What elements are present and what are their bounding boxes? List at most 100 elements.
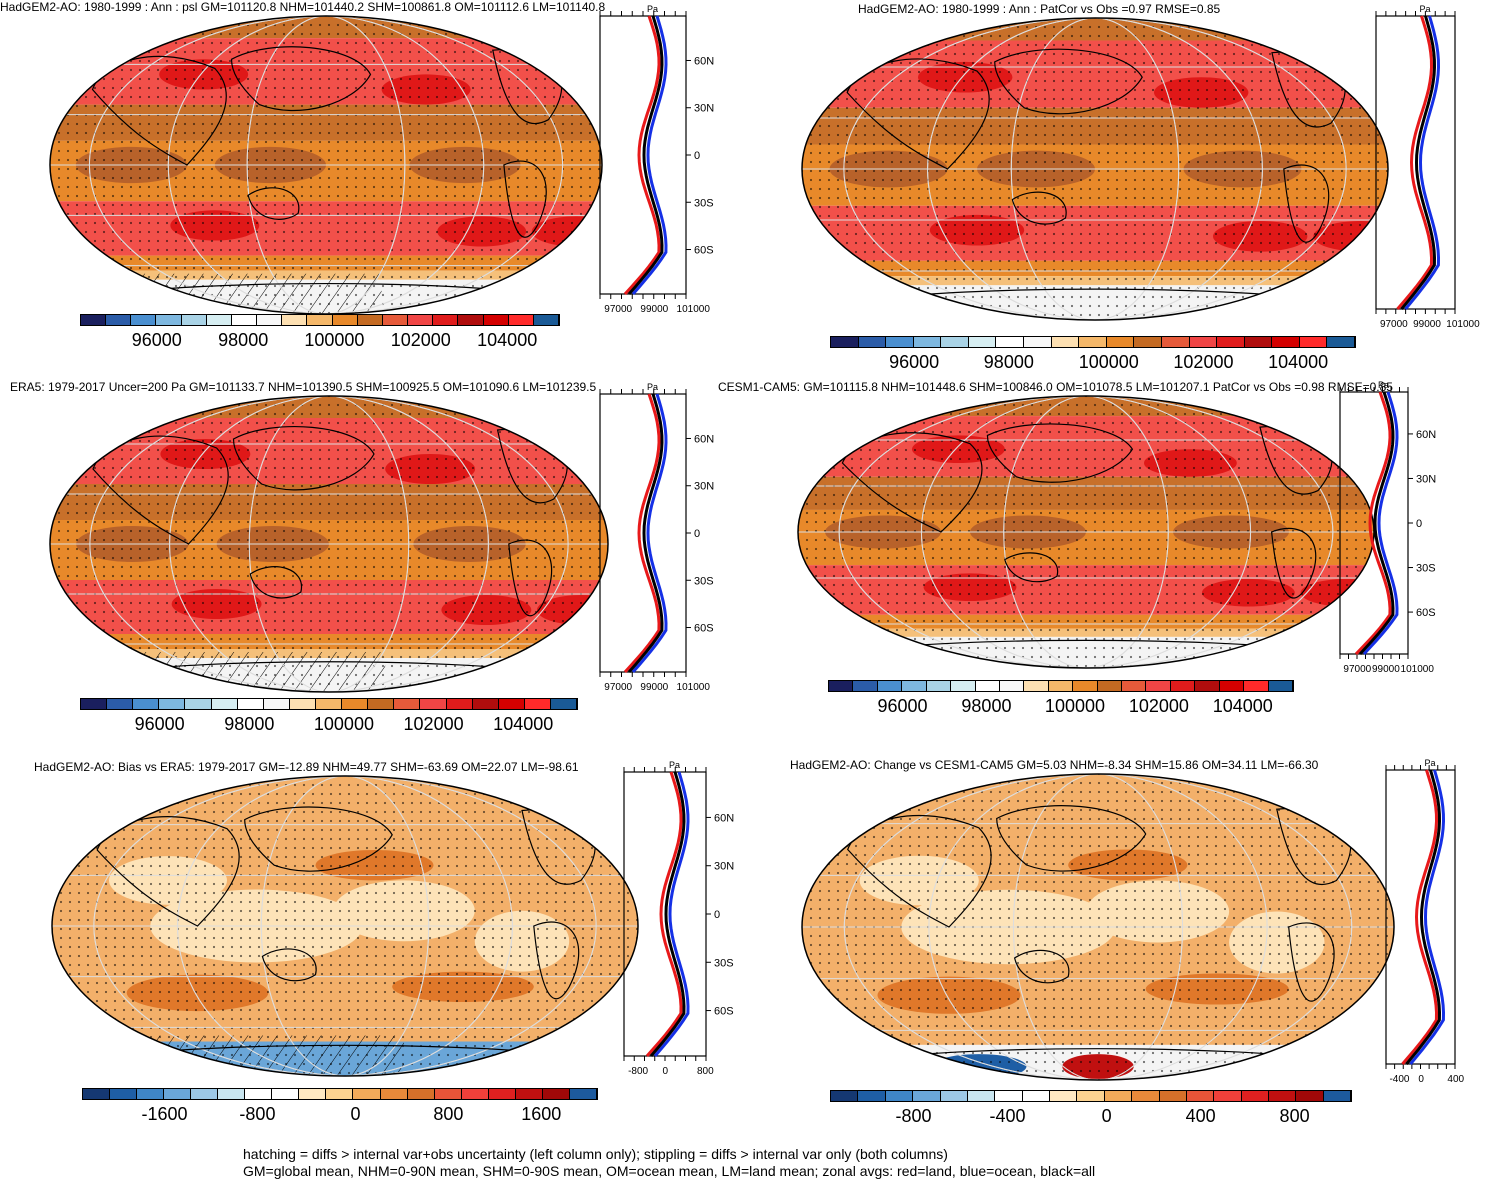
colorbar-tick-label: 98000 (224, 714, 275, 734)
zonal-line-ocean (653, 771, 690, 1057)
zonal-line-land (1401, 769, 1439, 1065)
colorbar-tick-label: 98000 (961, 696, 1012, 716)
colorbar-tick-label: -400 (989, 1106, 1026, 1126)
zonal-line-ocean (1362, 391, 1399, 656)
zonal-lat-label: 60S (694, 623, 714, 635)
colorbar-tick-label: 400 (1185, 1106, 1216, 1126)
zonal-lat-label: 60S (714, 1006, 734, 1018)
zonal-unit: Pa (1420, 4, 1431, 14)
panel-title-3: ERA5: 1979-2017 Uncer=200 Pa GM=101133.7… (10, 380, 597, 394)
zonal-lat-label: 60N (694, 55, 714, 67)
zonal-line-ocean (1409, 769, 1446, 1065)
colorbar-tick-label: 100000 (1044, 696, 1106, 716)
zonal-line-all (649, 771, 686, 1057)
zonal-x-tick: 97000 (604, 682, 632, 693)
colorbar-tick-label: -800 (895, 1106, 932, 1126)
colorbar-panel-3: 96000 98000 100000 102000 104000 (80, 698, 578, 734)
zonal-line-all (627, 393, 664, 673)
map-panel-4 (797, 395, 1375, 669)
colorbar-panel-5: -1600 -800 0 800 1600 (82, 1088, 598, 1124)
zonal-line-land (623, 393, 661, 674)
panel-title-4: CESM1-CAM5: GM=101115.8 NHM=101448.6 SHM… (718, 380, 1393, 394)
zonal-lat-label: 30N (694, 103, 714, 115)
zonal-x-tick: 97000 (1343, 664, 1371, 675)
zonal-x-tick: 800 (697, 1066, 714, 1077)
zonal-lat-label: 30S (1416, 563, 1436, 575)
zonal-x-tick: 97000 (1380, 319, 1408, 330)
map-panel-3 (49, 395, 609, 693)
zonal-line-land (1354, 391, 1392, 656)
zonal-x-tick: 99000 (1372, 664, 1400, 675)
zonal-panel-1: Pa 97000 99000 101000 60N 30N 0 30S 60S (599, 4, 714, 315)
zonal-unit: Pa (1378, 380, 1389, 390)
colorbar-tick-label: 96000 (131, 330, 182, 350)
zonal-line-all (1400, 15, 1437, 310)
zonal-unit: Pa (669, 760, 680, 770)
zonal-lat-label: 30S (694, 575, 714, 587)
zonal-lat-label: 60N (1416, 429, 1436, 441)
zonal-unit: Pa (647, 4, 658, 14)
colorbar-cells (80, 698, 578, 710)
colorbar-tick-label: 102000 (1128, 696, 1189, 716)
zonal-unit: Pa (1425, 758, 1436, 768)
panel-title-5: HadGEM2-AO: Bias vs ERA5: 1979-2017 GM=-… (34, 760, 579, 774)
zonal-line-land (623, 15, 661, 296)
zonal-lat-label: 0 (694, 150, 700, 162)
zonal-line-land (645, 771, 683, 1057)
colorbar-tick-label: 800 (1279, 1106, 1310, 1126)
map-panel-6 (801, 773, 1395, 1081)
zonal-line-all (627, 15, 664, 295)
zonal-lat-label: 60S (694, 245, 714, 257)
colorbar-tick-label: 102000 (390, 330, 451, 350)
zonal-panel-6: Pa -400 0 400 (1385, 758, 1465, 1085)
zonal-x-tick: 99000 (1413, 319, 1441, 330)
map-panel-2 (801, 17, 1389, 321)
zonal-line-ocean (631, 393, 668, 673)
colorbar-tick-label: 104000 (493, 714, 554, 734)
colorbar-tick-label: 98000 (218, 330, 269, 350)
zonal-x-tick: 101000 (677, 682, 711, 693)
zonal-line-all (1358, 391, 1395, 656)
colorbar-tick-label: -1600 (141, 1104, 188, 1124)
zonal-x-tick: 101000 (1401, 664, 1435, 675)
figure-caption: hatching = diffs > internal var+obs unce… (243, 1146, 1095, 1180)
panel-title-2: HadGEM2-AO: 1980-1999 : Ann : PatCor vs … (858, 2, 1221, 16)
colorbar-tick-label: 104000 (1268, 352, 1329, 372)
zonal-panel-2: Pa 97000 99000 101000 (1375, 4, 1480, 330)
colorbar-panel-2: 96000 98000 100000 102000 104000 (830, 336, 1356, 372)
colorbar-panel-6: -800 -400 0 400 800 (830, 1090, 1352, 1126)
colorbar-tick-label: 96000 (877, 696, 928, 716)
zonal-x-tick: -400 (1389, 1074, 1409, 1085)
zonal-line-ocean (631, 15, 668, 295)
zonal-line-land (1396, 15, 1434, 310)
zonal-panel-3: Pa 97000 99000 101000 60N 30N 0 30S 60S (599, 382, 714, 693)
zonal-lat-label: 30N (1416, 473, 1436, 485)
zonal-x-tick: 99000 (640, 682, 668, 693)
caption-line-1: hatching = diffs > internal var+obs unce… (243, 1146, 948, 1162)
colorbar-cells (80, 314, 560, 326)
panel-title-6: HadGEM2-AO: Change vs CESM1-CAM5 GM=5.03… (790, 758, 1319, 772)
colorbar-tick-label: 96000 (134, 714, 185, 734)
zonal-lat-label: 30S (714, 957, 734, 969)
zonal-lat-label: 0 (714, 909, 720, 921)
colorbar-cells (828, 680, 1294, 692)
zonal-x-tick: 101000 (1446, 319, 1480, 330)
colorbar-panel-1: 96000 98000 100000 102000 104000 (80, 314, 560, 350)
colorbar-tick-label: 100000 (1078, 352, 1139, 372)
colorbar-tick-label: -800 (239, 1104, 276, 1124)
zonal-lat-label: 30N (694, 481, 714, 493)
caption-line-2: GM=global mean, NHM=0-90N mean, SHM=0-90… (243, 1163, 1096, 1179)
zonal-lat-label: 60N (694, 433, 714, 445)
zonal-x-tick: -800 (628, 1066, 648, 1077)
zonal-lat-label: 60S (1416, 607, 1436, 619)
map-panel-5 (51, 775, 639, 1077)
zonal-panel-4: Pa 97000 99000 101000 60N 30N 0 30S 60S (1339, 380, 1436, 675)
zonal-x-tick: 0 (663, 1066, 669, 1077)
colorbar-tick-label: 100000 (304, 330, 365, 350)
zonal-x-tick: 0 (1418, 1074, 1424, 1085)
zonal-x-tick: 400 (1447, 1074, 1464, 1085)
zonal-lat-label: 60N (714, 812, 734, 824)
zonal-x-tick: 101000 (677, 304, 711, 315)
zonal-x-tick: 97000 (604, 304, 632, 315)
colorbar-tick-label: 102000 (1173, 352, 1234, 372)
